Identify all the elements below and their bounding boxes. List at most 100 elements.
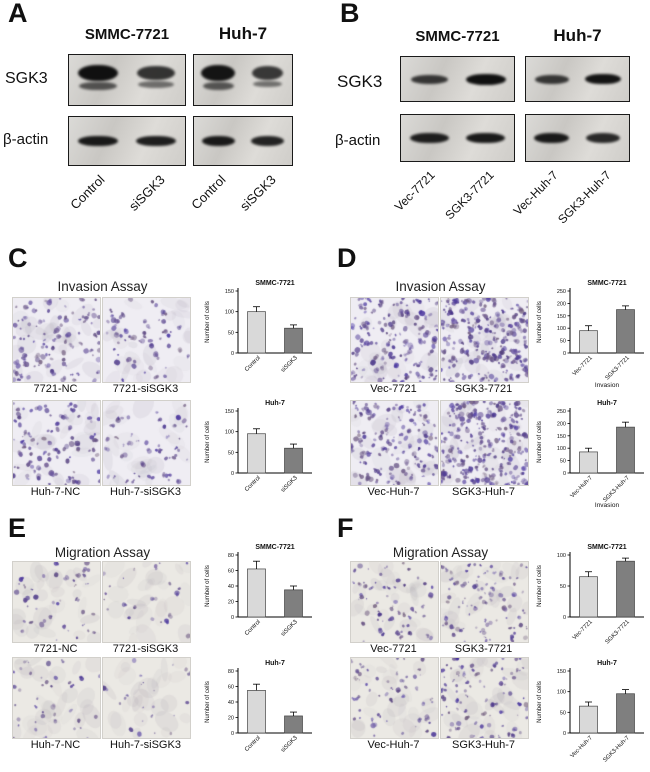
protein-band — [250, 136, 285, 146]
protein-band — [136, 66, 176, 80]
x-tick-label: SGK3-7721 — [604, 355, 631, 382]
blot-bactin-smmc7721 — [68, 116, 186, 166]
bar — [579, 330, 598, 354]
y-tick-label: 200 — [557, 421, 566, 427]
bar-chart-migration-smmc7721-oe: SMMC-7721 Number of cells 0 50 100 Vec-7721 SG… — [537, 544, 644, 646]
lane-label-vec-huh7: Vec-Huh-7 — [510, 168, 561, 218]
y-tick-label: 150 — [225, 289, 234, 295]
micrograph-caption: Vec-7721 — [370, 643, 417, 655]
y-tick-label: 20 — [228, 716, 234, 722]
micrograph-caption: Vec-7721 — [370, 383, 417, 395]
micrograph-vec-huh7 — [350, 400, 439, 486]
x-tick-label: siSGK3 — [280, 355, 299, 374]
protein-band — [201, 135, 236, 147]
assay-title: Migration Assay — [54, 545, 151, 560]
x-tick-label: Vec-Huh-7 — [570, 735, 595, 760]
bar-chart-invasion-huh7: Huh-7 Number of cells 0 50 100 150 Control siSG… — [205, 400, 312, 494]
x-tick-label: SGK3-Huh-7 — [602, 475, 631, 504]
x-tick-label: Vec-7721 — [572, 355, 595, 378]
cell-line-header-smmc7721: SMMC-7721 — [84, 26, 170, 43]
micrograph-caption: SGK3-7721 — [454, 643, 513, 655]
protein-band — [77, 65, 119, 81]
y-tick-label: 50 — [228, 450, 234, 456]
x-tick-label: siSGK3 — [280, 735, 299, 754]
chart-title: Huh-7 — [597, 400, 617, 407]
lane-label-sgk3-huh7: SGK3-Huh-7 — [555, 168, 614, 227]
panel-e-migration-knockdown: E Migration Assay 7721-NC 7721-siSGK3 Hu… — [0, 515, 325, 772]
micrograph-sgk3-huh7 — [440, 400, 529, 486]
protein-band — [465, 73, 506, 85]
protein-label-sgk3: SGK3 — [337, 72, 383, 91]
x-tick-label: siSGK3 — [280, 619, 299, 638]
y-tick-label: 0 — [231, 471, 234, 477]
bar — [247, 433, 266, 474]
protein-band — [78, 135, 118, 147]
y-tick-label: 50 — [560, 710, 566, 716]
protein-band — [534, 132, 570, 144]
bar-chart-migration-huh7-oe: Huh-7 Number of cells 0 50 100 150 Vec-Huh-7 SG… — [537, 660, 644, 764]
y-tick-label: 50 — [228, 330, 234, 336]
y-tick-label: 100 — [225, 310, 234, 316]
micrograph-caption: SGK3-7721 — [454, 383, 513, 395]
micrograph-vec-huh7 — [350, 657, 439, 739]
blot-sgk3-smmc7721 — [400, 56, 515, 102]
micrograph-caption: Huh-7-siSGK3 — [110, 739, 181, 751]
y-tick-label: 20 — [228, 600, 234, 606]
micrograph-caption: 7721-NC — [33, 383, 78, 395]
y-tick-label: 60 — [228, 569, 234, 575]
micrograph-7721-sisgk3 — [102, 297, 191, 383]
y-axis-label: Number of cells — [537, 681, 543, 723]
bar — [247, 568, 266, 618]
micrograph-caption: 7721-siSGK3 — [112, 643, 179, 655]
micrograph-7721-nc — [12, 297, 101, 383]
assay-title: Invasion Assay — [395, 279, 486, 294]
y-tick-label: 0 — [563, 471, 566, 477]
chart-title: SMMC-7721 — [255, 544, 294, 551]
panel-a-letter: A — [8, 0, 28, 28]
lane-label-sisgk3: siSGK3 — [236, 172, 279, 214]
y-tick-label: 50 — [560, 339, 566, 345]
bar — [616, 693, 635, 734]
lane-label-sgk3-7721: SGK3-7721 — [442, 168, 497, 223]
chart-title: SMMC-7721 — [587, 280, 626, 287]
micrograph-huh7-nc — [12, 400, 101, 486]
lane-label-sisgk3: siSGK3 — [125, 172, 168, 214]
cell-line-header-smmc7721: SMMC-7721 — [415, 28, 500, 45]
x-tick-label: SGK3-Huh-7 — [602, 735, 631, 764]
bar — [616, 426, 635, 474]
protein-band-secondary — [138, 80, 174, 88]
cell-line-header-huh7: Huh-7 — [553, 26, 602, 45]
bar-chart-migration-huh7: Huh-7 Number of cells 0 20 40 60 80 Control siSG… — [205, 660, 312, 754]
bar — [284, 715, 303, 734]
y-tick-label: 0 — [563, 731, 566, 737]
y-tick-label: 100 — [225, 430, 234, 436]
protein-band — [410, 74, 448, 84]
x-tick-label: siSGK3 — [280, 475, 299, 494]
x-tick-label: Control — [244, 355, 262, 373]
protein-band-secondary — [202, 81, 235, 90]
panel-b-letter: B — [340, 0, 360, 28]
micrograph-caption: Vec-Huh-7 — [367, 739, 420, 751]
chart-title: SMMC-7721 — [255, 280, 294, 287]
micrograph-huh7-sisgk3 — [102, 400, 191, 486]
chart-title: Huh-7 — [265, 660, 285, 667]
micrograph-vec-7721 — [350, 561, 439, 643]
chart-title: Huh-7 — [597, 660, 617, 667]
x-axis-label: Invasion — [595, 502, 620, 509]
micrograph-caption: SGK3-Huh-7 — [452, 486, 515, 498]
protein-label-bactin: β-actin — [335, 132, 381, 149]
blot-sgk3-huh7 — [525, 56, 630, 102]
protein-label-sgk3: SGK3 — [5, 70, 48, 87]
y-tick-label: 0 — [231, 351, 234, 357]
bar — [284, 327, 303, 354]
micrograph-huh7-sisgk3 — [102, 657, 191, 739]
protein-band — [409, 132, 449, 144]
y-tick-label: 60 — [228, 685, 234, 691]
y-tick-label: 50 — [560, 459, 566, 465]
chart-title: Huh-7 — [265, 400, 285, 407]
panel-b-western-blot-overexpression: B SMMC-7721 Huh-7 SGK3 β-actin Vec-7721 … — [330, 0, 650, 245]
y-tick-label: 50 — [560, 584, 566, 590]
bar — [579, 705, 598, 734]
y-axis-label: Number of cells — [205, 421, 211, 463]
y-tick-label: 80 — [228, 669, 234, 675]
